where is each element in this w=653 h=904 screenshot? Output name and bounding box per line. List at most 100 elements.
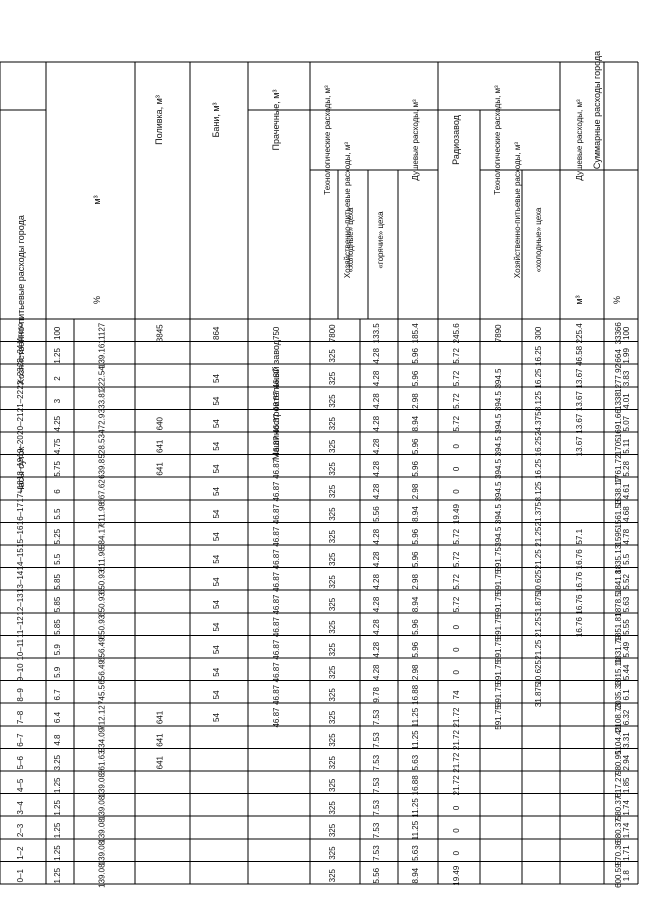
cell-r5-c3: 641 (156, 755, 165, 769)
cell-r8-c8: 16.88 (411, 684, 420, 705)
table-gridlines (0, 61, 639, 885)
cell-r14-c0: 14–15 (16, 548, 25, 571)
cell-r20-c14: 5.07 (622, 415, 631, 431)
cell-r23-c12: 46.58 (575, 345, 584, 366)
cell-r8-c11: 31.875 (534, 682, 543, 707)
cell-r4-c0: 4–5 (16, 778, 25, 792)
cell-r16-c11: 21.375 (534, 501, 543, 526)
cell-r13-c12: 16.76 (575, 571, 584, 592)
cell-r3-c8: 11.25 (411, 798, 420, 818)
cell-r13-c11: 10.625 (534, 569, 543, 594)
cell-r7-c7: 7.53 (372, 709, 381, 725)
cell-r14-c10: 591.75 (494, 547, 503, 572)
cell-r14-c14: 5.5 (622, 553, 631, 565)
cell-r10-c0: 10–11 (16, 638, 25, 660)
cell-r14-c1: 5.5 (53, 553, 62, 565)
cell-r21-c5: 46.87 (272, 391, 281, 412)
cell-r1-c7: 7.53 (372, 845, 381, 861)
cell-r19-c6: 325 (328, 439, 337, 453)
header-radiozavod: Радиозавод (451, 114, 461, 165)
cell-r15-c14: 4.78 (622, 528, 631, 544)
cell-r7-c14: 6.32 (622, 709, 631, 725)
totals-c3: 3845 (156, 324, 165, 342)
cell-r22-c8: 5.96 (411, 370, 420, 386)
cell-r19-c0: 19–20 (16, 435, 25, 458)
cell-r9-c5: 46.87 (272, 662, 281, 683)
cell-r12-c12: 16.76 (575, 594, 584, 615)
cell-r7-c0: 7–8 (16, 710, 25, 724)
totals-c9: 245.6 (452, 323, 461, 344)
cell-r9-c0: 9–10 (16, 663, 25, 681)
cell-r3-c6: 325 (328, 801, 337, 815)
header-city-domestic: Хозяйственно-питьевые расходы города (16, 215, 26, 385)
cell-r10-c13: 1831.79 (614, 635, 623, 664)
cell-r11-c2: 650.93 (98, 614, 107, 639)
cell-r7-c4: 54 (212, 713, 221, 722)
cell-r21-c11: 8.125 (534, 391, 543, 412)
cell-r2-c1: 1.25 (53, 822, 62, 838)
cell-r15-c9: 5.72 (452, 528, 461, 544)
cell-r14-c12: 16.76 (575, 549, 584, 570)
cell-r20-c2: 472.9 (98, 413, 107, 434)
totals-c2: 11127 (98, 322, 107, 344)
cell-r11-c4: 54 (212, 622, 221, 631)
cell-r15-c13: 1595 (614, 527, 623, 545)
cell-r11-c1: 5.85 (53, 619, 62, 635)
cell-r14-c4: 54 (212, 554, 221, 563)
cell-r5-c7: 7.53 (372, 754, 381, 770)
cell-r15-c7: 4.28 (372, 528, 381, 544)
totals-c12: 225.4 (575, 323, 584, 344)
cell-r17-c0: 17–18 (16, 480, 25, 503)
cell-r8-c10: 591.75 (494, 682, 503, 707)
cell-r19-c3: 641 (156, 439, 165, 453)
cell-r15-c2: 584.17 (98, 524, 107, 549)
table-cells: 0–1 1.25 139.08 325 5.56 8.94 19.49 600.59 1.81–… (16, 322, 631, 888)
header-radio-tech: Технологические расходы, м³ (493, 85, 502, 195)
cell-r3-c13: 580.37 (614, 795, 623, 820)
cell-r8-c6: 325 (328, 688, 337, 702)
cell-r6-c14: 3.31 (622, 732, 631, 748)
cell-r15-c6: 325 (328, 529, 337, 543)
cell-r9-c8: 2.98 (411, 664, 420, 680)
cell-r16-c14: 4.68 (622, 506, 631, 522)
cell-r12-c7: 4.28 (372, 596, 381, 612)
cell-r21-c2: 333.81 (98, 388, 107, 413)
cell-r11-c7: 4.28 (372, 619, 381, 635)
cell-r5-c8: 5.63 (411, 754, 420, 770)
cell-r10-c4: 54 (212, 645, 221, 654)
cell-r0-c0: 0–1 (16, 868, 25, 882)
cell-r18-c9: 0 (452, 466, 461, 471)
cell-r18-c10: 394.5 (494, 458, 503, 479)
cell-r22-c10: 394.5 (494, 368, 503, 389)
cell-r3-c7: 7.53 (372, 800, 381, 816)
cell-r20-c3: 640 (156, 416, 165, 430)
cell-r15-c0: 15–16 (16, 525, 25, 548)
header-mash-cold: «холодные» цеха (346, 207, 355, 272)
cell-r8-c14: 6.1 (622, 689, 631, 701)
cell-r4-c7: 7.53 (372, 777, 381, 793)
cell-r17-c6: 325 (328, 484, 337, 498)
cell-r22-c5: 46.87 (272, 368, 281, 389)
cell-r18-c11: 16.25 (534, 458, 543, 479)
header-bani: Бани, м³ (211, 102, 221, 137)
cell-r21-c7: 4.28 (372, 393, 381, 409)
cell-r5-c9: 21.72 (452, 752, 461, 773)
header-city-pct: % (92, 296, 102, 304)
cell-r23-c7: 4.28 (372, 348, 381, 364)
cell-r16-c2: 611.98 (98, 502, 107, 526)
cell-r1-c8: 5.63 (411, 845, 420, 861)
cell-r19-c4: 54 (212, 441, 221, 450)
cell-r20-c12: 13.67 (575, 413, 584, 434)
cell-r4-c1: 1.25 (53, 777, 62, 793)
cell-r9-c1: 5.9 (53, 666, 62, 678)
cell-r6-c0: 6–7 (16, 733, 25, 747)
cell-r15-c10: 394.5 (494, 526, 503, 547)
cell-r8-c1: 6.7 (53, 689, 62, 701)
cell-r1-c14: 1.71 (622, 845, 631, 861)
cell-r19-c2: 528.53 (98, 434, 107, 459)
cell-r16-c0: 16–17 (16, 502, 25, 525)
cell-r7-c1: 6.4 (53, 711, 62, 723)
cell-r22-c9: 5.72 (452, 370, 461, 386)
cell-r19-c14: 5.11 (622, 438, 631, 454)
cell-r19-c12: 13.67 (575, 436, 584, 457)
